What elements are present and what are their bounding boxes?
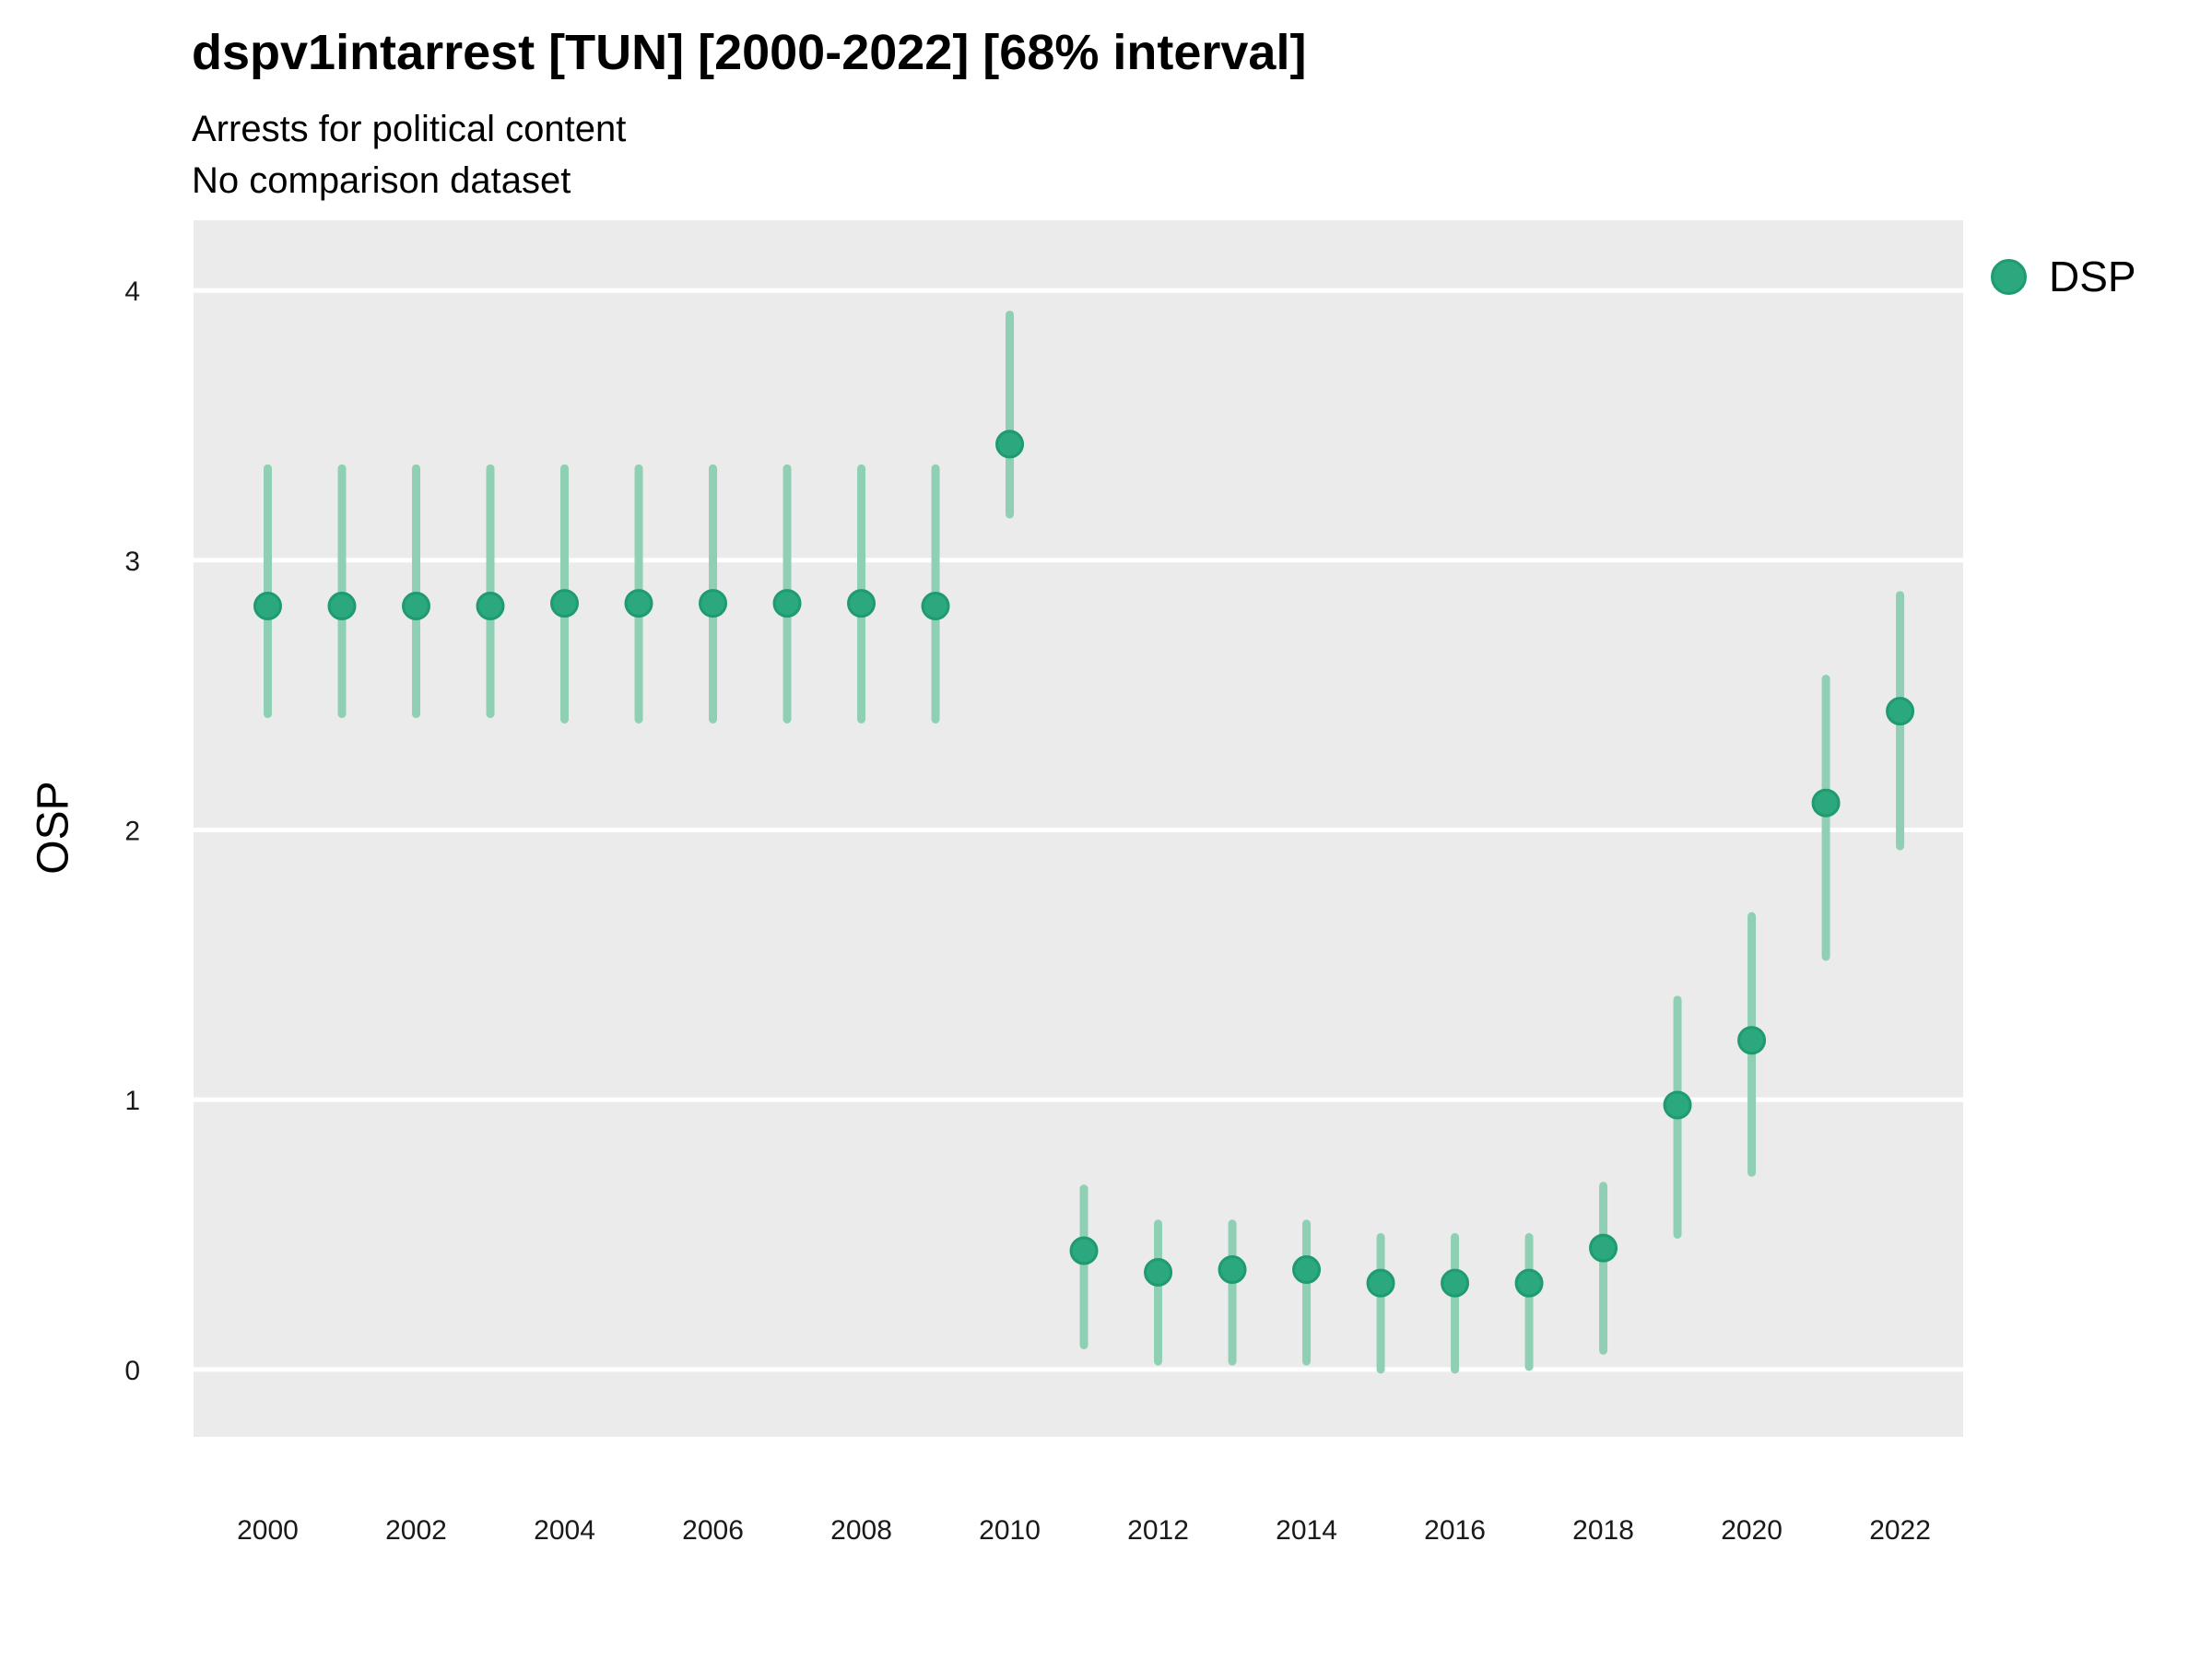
data-point-2017 bbox=[1514, 1268, 1544, 1298]
data-point-2000 bbox=[253, 592, 283, 621]
x-tick-label-2010: 2010 bbox=[979, 1515, 1041, 1546]
y-tick-label-3: 3 bbox=[124, 547, 140, 577]
data-point-2014 bbox=[1292, 1255, 1322, 1285]
legend-dot-icon bbox=[1991, 258, 2027, 295]
data-point-2009 bbox=[921, 592, 950, 621]
legend: DSP bbox=[1991, 252, 2136, 301]
data-point-2012 bbox=[1144, 1257, 1173, 1287]
data-point-2007 bbox=[772, 589, 802, 618]
data-point-2011 bbox=[1069, 1236, 1099, 1265]
data-point-2020 bbox=[1737, 1026, 1767, 1055]
x-tick-label-2014: 2014 bbox=[1276, 1515, 1337, 1546]
x-tick-label-2022: 2022 bbox=[1869, 1515, 1931, 1546]
data-point-2015 bbox=[1366, 1268, 1395, 1298]
data-point-2018 bbox=[1589, 1233, 1618, 1263]
data-point-2021 bbox=[1811, 788, 1841, 818]
x-tick-label-2008: 2008 bbox=[830, 1515, 892, 1546]
legend-label: DSP bbox=[2049, 253, 2136, 300]
x-tick-label-2012: 2012 bbox=[1127, 1515, 1189, 1546]
x-tick-label-2004: 2004 bbox=[534, 1515, 595, 1546]
data-point-2016 bbox=[1441, 1268, 1470, 1298]
y-tick-label-1: 1 bbox=[124, 1086, 140, 1116]
data-point-2004 bbox=[550, 589, 580, 618]
data-point-2005 bbox=[624, 589, 653, 618]
data-point-2008 bbox=[847, 589, 877, 618]
x-tick-label-2020: 2020 bbox=[1721, 1515, 1783, 1546]
data-point-2010 bbox=[995, 429, 1025, 459]
x-tick-label-2006: 2006 bbox=[682, 1515, 744, 1546]
data-point-2013 bbox=[1218, 1255, 1247, 1285]
data-point-2001 bbox=[327, 592, 357, 621]
chart-subtitle-line2: No comparison dataset bbox=[192, 160, 571, 201]
data-point-2019 bbox=[1663, 1090, 1692, 1120]
x-tick-label-2016: 2016 bbox=[1424, 1515, 1486, 1546]
y-tick-label-4: 4 bbox=[124, 276, 140, 307]
y-tick-label-2: 2 bbox=[124, 816, 140, 846]
data-point-2002 bbox=[402, 592, 431, 621]
data-point-2003 bbox=[476, 592, 505, 621]
x-tick-label-2018: 2018 bbox=[1572, 1515, 1634, 1546]
x-tick-label-2000: 2000 bbox=[237, 1515, 299, 1546]
data-point-2022 bbox=[1886, 697, 1915, 726]
y-tick-label-0: 0 bbox=[124, 1356, 140, 1386]
data-point-2006 bbox=[699, 589, 728, 618]
chart-title: dspv1intarrest [TUN] [2000-2022] [68% in… bbox=[192, 25, 1307, 80]
chart-subtitle: Arrests for political content No compari… bbox=[192, 103, 626, 206]
chart-subtitle-line1: Arrests for political content bbox=[192, 109, 627, 149]
x-tick-label-2002: 2002 bbox=[385, 1515, 447, 1546]
